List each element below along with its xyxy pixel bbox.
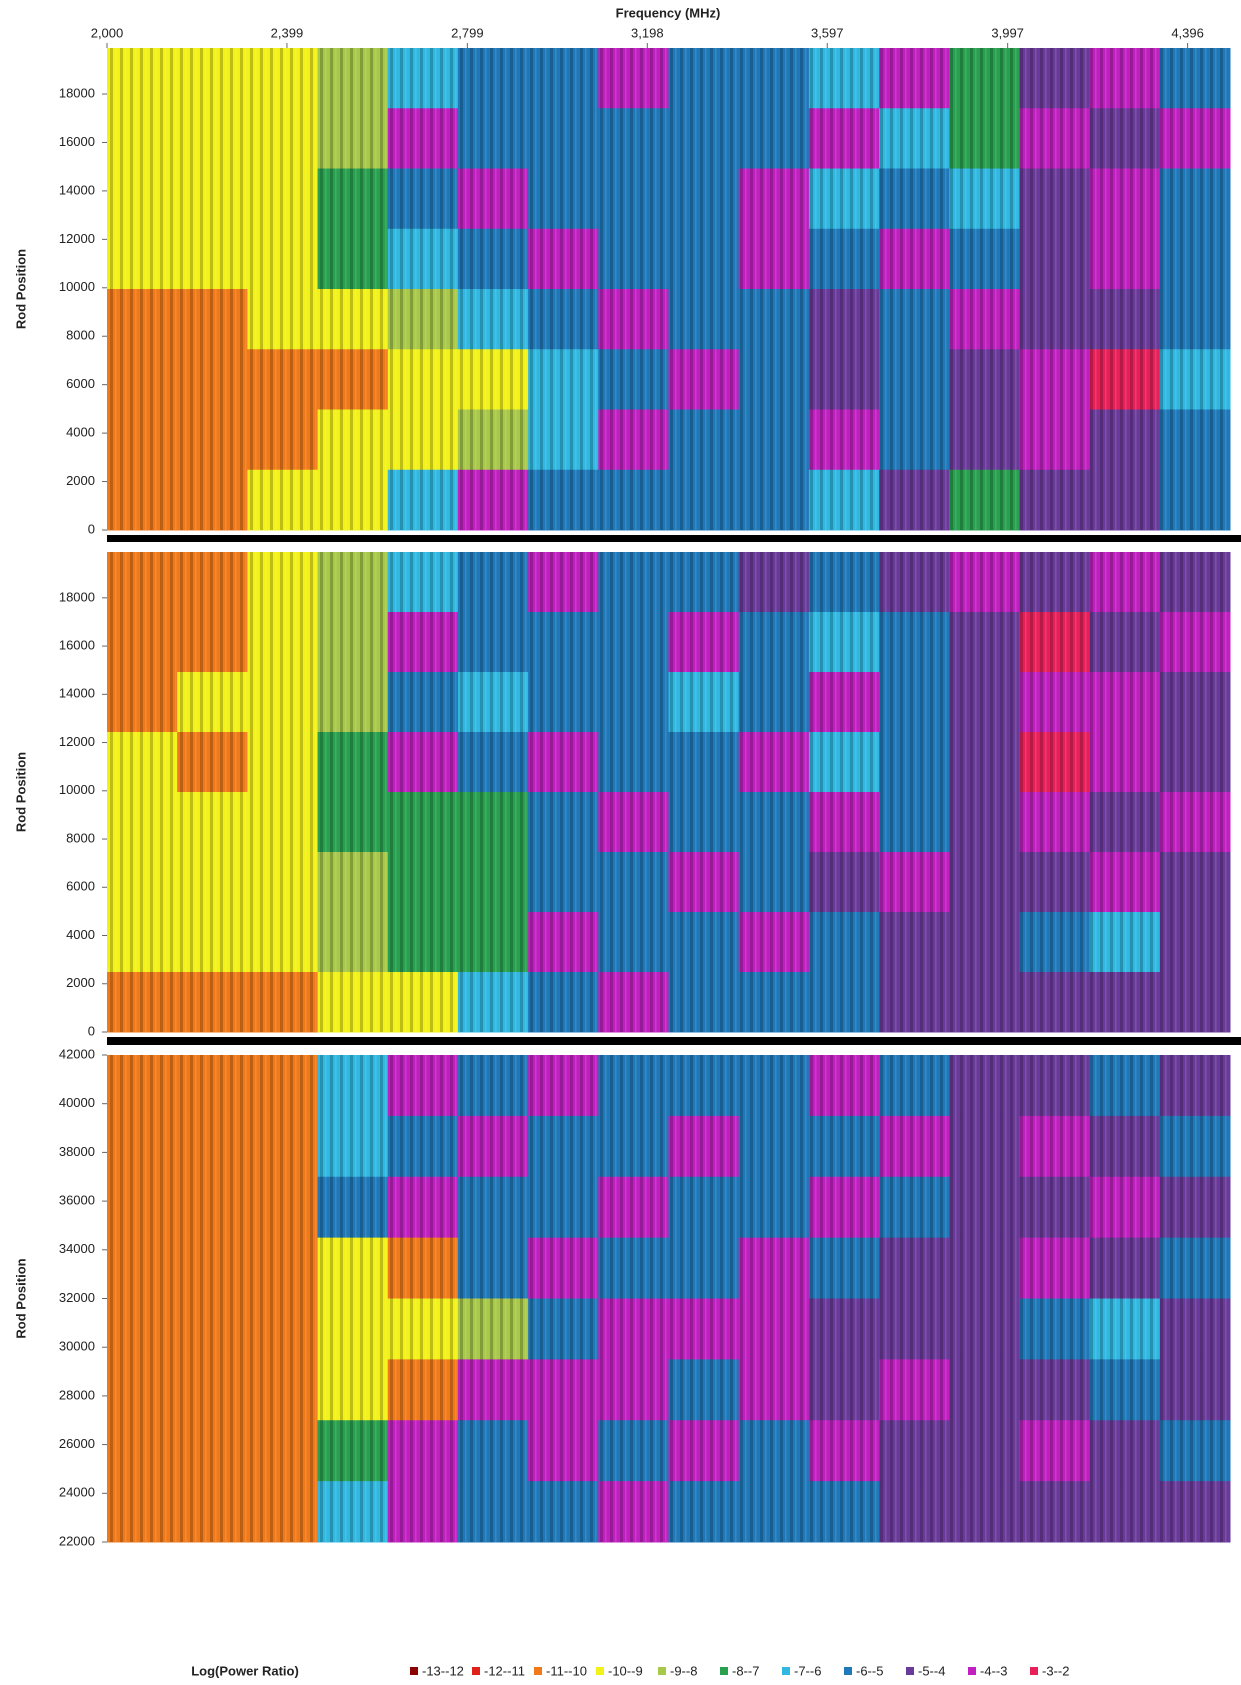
texture <box>107 552 1230 1032</box>
y-tick-label: 22000 <box>59 1533 95 1548</box>
y-tick-label: 0 <box>88 521 95 536</box>
legend-label: -8--7 <box>732 1663 759 1678</box>
legend-title: Log(Power Ratio) <box>191 1663 299 1678</box>
legend-label: -9--8 <box>670 1663 697 1678</box>
x-tick-label: 2,000 <box>91 25 124 40</box>
y-tick-label: 38000 <box>59 1144 95 1159</box>
panel-separator <box>107 535 1241 542</box>
y-tick-label: 2000 <box>66 473 95 488</box>
y-tick-label: 10000 <box>59 279 95 294</box>
y-tick-label: 34000 <box>59 1241 95 1256</box>
legend-swatch <box>410 1667 418 1675</box>
texture <box>107 48 1230 530</box>
y-tick-label: 14000 <box>59 686 95 701</box>
x-tick-label: 4,396 <box>1171 25 1204 40</box>
y-tick-label: 2000 <box>66 975 95 990</box>
y-tick-label: 14000 <box>59 182 95 197</box>
legend-swatch <box>906 1667 914 1675</box>
legend-swatch <box>1030 1667 1038 1675</box>
legend-label: -10--9 <box>608 1663 643 1678</box>
legend-swatch <box>658 1667 666 1675</box>
y-tick-label: 10000 <box>59 782 95 797</box>
legend-label: -5--4 <box>918 1663 945 1678</box>
y-tick-label: 24000 <box>59 1485 95 1500</box>
y-tick-label: 0 <box>88 1023 95 1038</box>
y-axis-title: Rod Position <box>13 1258 28 1338</box>
legend-swatch <box>844 1667 852 1675</box>
legend-label: -11--10 <box>546 1663 587 1678</box>
legend-swatch <box>534 1667 542 1675</box>
legend-label: -12--11 <box>484 1663 525 1678</box>
x-tick-label: 3,997 <box>991 25 1024 40</box>
legend-label: -13--12 <box>422 1663 464 1678</box>
y-tick-label: 16000 <box>59 638 95 653</box>
legend-label: -4--3 <box>980 1663 1007 1678</box>
y-tick-label: 8000 <box>66 328 95 343</box>
y-tick-label: 42000 <box>59 1046 95 1061</box>
y-axis-title: Rod Position <box>13 249 28 329</box>
y-axis-title: Rod Position <box>13 752 28 832</box>
y-tick-label: 4000 <box>66 927 95 942</box>
y-tick-label: 6000 <box>66 879 95 894</box>
x-tick-label: 3,198 <box>631 25 664 40</box>
y-tick-label: 8000 <box>66 830 95 845</box>
y-tick-label: 18000 <box>59 85 95 100</box>
y-tick-label: 6000 <box>66 376 95 391</box>
legend-label: -6--5 <box>856 1663 883 1678</box>
x-tick-label: 2,799 <box>451 25 484 40</box>
y-tick-label: 28000 <box>59 1387 95 1402</box>
texture <box>107 1055 1230 1542</box>
y-tick-label: 30000 <box>59 1339 95 1354</box>
y-tick-label: 40000 <box>59 1095 95 1110</box>
y-tick-label: 4000 <box>66 425 95 440</box>
legend-swatch <box>596 1667 604 1675</box>
y-tick-label: 12000 <box>59 734 95 749</box>
legend-swatch <box>782 1667 790 1675</box>
x-tick-label: 2,399 <box>271 25 304 40</box>
x-tick-label: 3,597 <box>811 25 844 40</box>
y-tick-label: 18000 <box>59 589 95 604</box>
legend-label: -7--6 <box>794 1663 821 1678</box>
panel-separator <box>107 1037 1241 1045</box>
x-axis-title: Frequency (MHz) <box>616 5 721 20</box>
y-tick-label: 12000 <box>59 231 95 246</box>
y-tick-label: 36000 <box>59 1193 95 1208</box>
legend-swatch <box>472 1667 480 1675</box>
y-tick-label: 26000 <box>59 1436 95 1451</box>
legend-swatch <box>968 1667 976 1675</box>
y-tick-label: 32000 <box>59 1290 95 1305</box>
legend-label: -3--2 <box>1042 1663 1069 1678</box>
y-tick-label: 16000 <box>59 134 95 149</box>
legend-swatch <box>720 1667 728 1675</box>
